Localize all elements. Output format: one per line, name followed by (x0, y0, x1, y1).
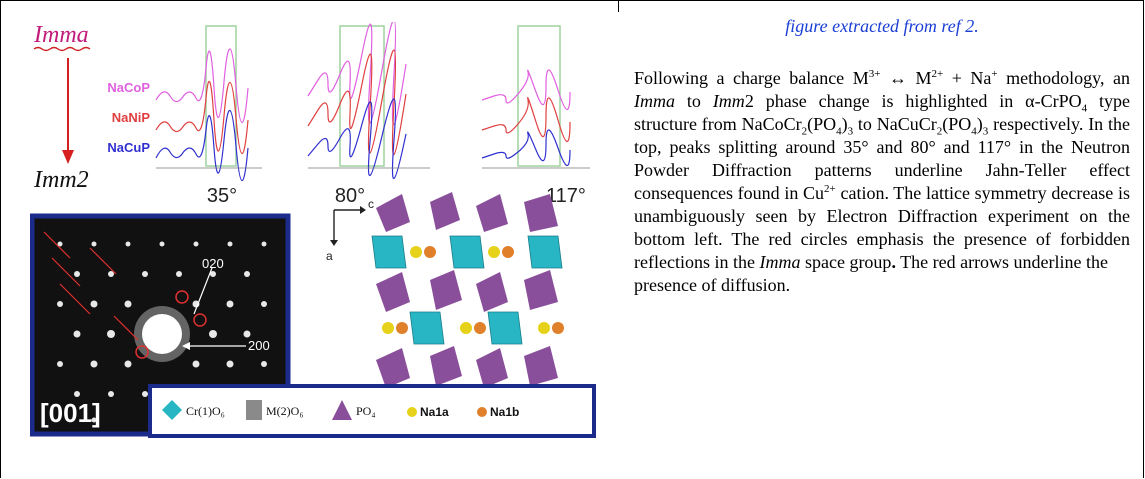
subscript: 4 (1081, 102, 1088, 115)
text-column: figure extracted from ref 2. Following a… (634, 16, 1130, 297)
superscript: 2+ (824, 183, 836, 195)
forbidden-reflection-circle (193, 313, 207, 327)
text-run: (PO (807, 114, 837, 134)
pattern-nani (307, 49, 407, 156)
axis-c-arrow (360, 206, 366, 214)
legend-na1a: Na1a (420, 405, 449, 419)
text-run-last-line: presence of diffusion. (634, 275, 791, 295)
text-run: (PO (942, 114, 972, 134)
text-run: to NaCuCr (853, 114, 937, 134)
figure-caption: figure extracted from ref 2. (785, 16, 979, 36)
forbidden-reflection-circle (135, 345, 149, 359)
axis-a-label: a (326, 249, 333, 263)
highlight-box (339, 25, 385, 167)
sample-label-nani: NaNiP (112, 110, 151, 125)
spot-020-pointer (193, 267, 213, 315)
legend-na1b: Na1b (490, 405, 519, 419)
diffusion-arrows (43, 231, 139, 341)
superscript: 3+ (868, 68, 881, 80)
body-paragraph: Following a charge balance M3+ ↔ M2+ + N… (634, 67, 1130, 297)
text-run: respectively. In the top, peaks splittin… (634, 114, 1130, 203)
pattern-nani (155, 81, 249, 155)
spot-020-label: 020 (202, 256, 224, 271)
superscript: 2+ (931, 68, 944, 80)
text-run: to (675, 91, 713, 111)
legend-po4: PO₄ (356, 404, 376, 418)
subscript: 3 (847, 125, 854, 138)
text-run: ) (976, 114, 983, 134)
structure-legend: Cr(1)O₆ M(2)O₆ PO₄ Na1a Na1b (148, 384, 596, 438)
italic-run: Imm (712, 91, 745, 111)
subscript: 2 (936, 125, 943, 138)
zone-axis-label: [001] (40, 398, 101, 428)
pattern-naco (481, 69, 571, 111)
phase-arrow-head (62, 150, 74, 164)
ed-central-glow (134, 306, 190, 362)
text-run: ↔ M (880, 68, 932, 88)
superscript: + (991, 68, 998, 80)
text-run: cation. The lattice symmetry decrease is… (634, 183, 1130, 272)
crystal-structure: c a (326, 192, 564, 432)
po4-tetrahedron-icon (332, 400, 352, 420)
text-run: Following a charge balance M (634, 68, 869, 88)
spot-200-label: 200 (248, 338, 270, 353)
pattern-naco (307, 22, 407, 126)
pattern-nacu (307, 98, 407, 180)
subscript: 2 (801, 125, 808, 138)
legend-frame (148, 384, 596, 438)
sample-label-naco: NaCoP (107, 80, 150, 95)
angle-label-2: 80° (335, 185, 365, 207)
italic-run: Imma (634, 91, 675, 111)
text-run: type structure from NaCoCr (634, 91, 1130, 134)
imma-label: Imma (33, 22, 89, 48)
angle-label-1: 35° (207, 185, 237, 207)
text-run: ) (841, 114, 848, 134)
npd-panel-2: 80° (307, 22, 430, 207)
legend-cr: Cr(1)O₆ (186, 404, 225, 418)
spot-200-arrowhead (182, 342, 190, 350)
imm2-label: Imm2 (33, 167, 89, 193)
na1a-atom-icon (407, 407, 417, 417)
m-octahedron-icon (246, 400, 262, 420)
na1a-atoms (382, 246, 550, 334)
figure: Imma Imm2 NaCoP NaNiP NaCuP 35° 80° 117° (30, 22, 596, 438)
axis-c-label: c (368, 197, 374, 211)
forbidden-reflection-circle (175, 290, 189, 304)
cr-octahedron-icon (162, 400, 182, 420)
text-run: The red arrows underline the (895, 252, 1109, 272)
text-run: 2 phase change is highlighted in α-CrPO (744, 91, 1082, 111)
na1b-atom-icon (477, 407, 487, 417)
pattern-nani (481, 97, 571, 143)
italic-run: Imma (759, 252, 801, 272)
na1b-atoms (396, 246, 564, 334)
sample-label-nacu: NaCuP (107, 140, 150, 155)
subscript: 4 (836, 125, 842, 138)
axis-a-arrow (330, 240, 338, 246)
axis-indicator (333, 209, 360, 240)
pattern-nacu (481, 129, 571, 167)
angle-label-3: 117° (546, 185, 586, 207)
pattern-naco (155, 48, 249, 124)
imma-underline (33, 46, 91, 52)
text-run: + Na (943, 68, 992, 88)
cr-octahedra (371, 235, 563, 345)
npd-panel-1: 35° (155, 25, 262, 207)
npd-panel-3: 117° (481, 25, 590, 207)
pattern-nacu (155, 109, 249, 182)
subscript: 4 (971, 125, 977, 138)
text-run: methodology, an (997, 68, 1131, 88)
divider (618, 0, 619, 12)
subscript: 3 (982, 125, 989, 138)
legend-m: M(2)O₆ (266, 404, 304, 418)
ed-central-beam (142, 314, 182, 354)
bold-run: . (891, 252, 896, 272)
text-run: space group (800, 252, 892, 272)
